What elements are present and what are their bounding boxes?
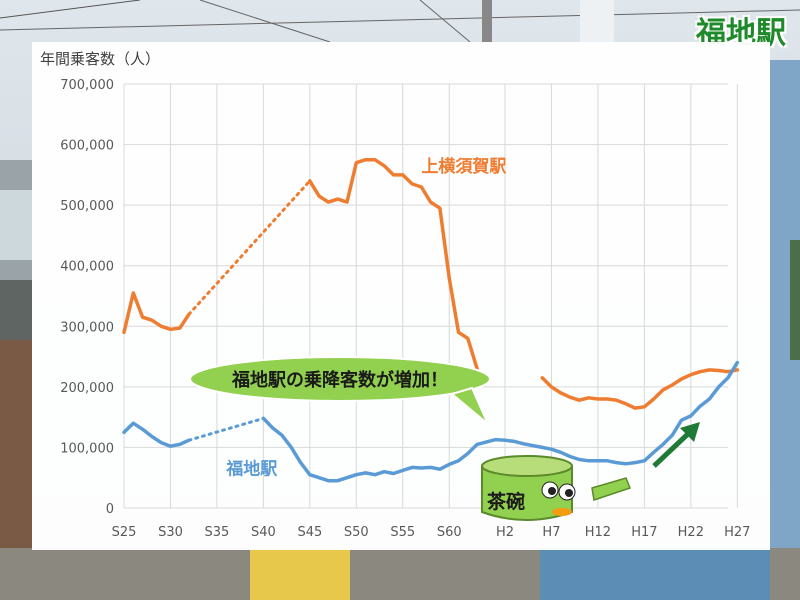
kamiyokosuka-series-dotted-line [187,179,312,316]
y-tick-label: 700,000 [60,78,114,93]
passenger-chart: 700,000 600,000 500,000 400,000 300,000 200,0… [40,50,751,540]
overhead-wire [419,0,471,43]
y-tick-label: 100,000 [60,441,114,456]
grid-layer [123,83,738,509]
y-tick-labels: 700,000 600,000 500,000 400,000 300,000 200,0… [60,78,114,517]
y-tick-label: 200,000 [60,381,114,396]
series-label: 福地駅 [225,459,278,480]
x-tick-label: S35 [205,525,230,540]
y-tick-label: 0 [106,502,114,517]
callout-tail [449,386,489,425]
x-tick-label: H7 [542,525,560,540]
x-tick-label: S25 [112,525,137,540]
x-tick-label: S45 [297,525,322,540]
x-tick-label: S30 [158,525,183,540]
callout-text: 福地駅の乗降客数が増加！ [231,369,448,391]
fukuchi-series-dotted-line [187,416,265,442]
x-tick-label: H27 [724,525,750,540]
x-tick-label: H2 [496,525,514,540]
y-tick-label: 500,000 [60,199,114,214]
kamiyokosuka-series-solid-line [540,368,740,410]
catenary-pole [482,0,492,42]
overhead-wire [199,0,331,43]
foliage [790,240,800,360]
series-label: 上横須賀駅 [421,156,507,177]
platform-edge [0,280,32,340]
x-tick-label: S55 [390,525,415,540]
blue-railing [540,548,770,600]
fukuchi-series-solid-line [122,421,191,448]
tea-bowl-mascot-icon: 茶碗 [481,455,631,521]
growth-arrow-icon [652,422,700,468]
x-tick-labels: S25 S30 S35 S40 S45 S50 S55 S60 H2 H7 H12 H17 H22 H27 [112,525,751,540]
x-tick-label: H17 [631,525,657,540]
x-tick-label: S60 [437,525,462,540]
y-tick-label: 600,000 [60,139,114,154]
fukuchi-series-solid-line [261,360,740,483]
kamiyokosuka-series-solid-line [122,291,191,335]
y-axis-label: 年間乗客数（人） [40,50,160,68]
catenary-pole [580,0,614,42]
overhead-wire [0,9,800,31]
series-layer [122,157,740,483]
chart-card: 700,000 600,000 500,000 400,000 300,000 200,0… [32,42,770,550]
kamiyokosuka-series-solid-line [308,157,479,371]
x-tick-label: S50 [344,525,369,540]
tactile-paving [250,548,350,600]
x-tick-label: H12 [585,525,611,540]
callout-bubble: 福地駅の乗降客数が増加！ [189,356,491,425]
y-tick-label: 300,000 [60,320,114,335]
x-tick-label: H22 [678,525,704,540]
x-tick-label: S40 [251,525,276,540]
y-tick-label: 400,000 [60,260,114,275]
overhead-wire [0,0,141,19]
mascot-text: 茶碗 [487,490,525,513]
platform-fence [0,190,32,260]
